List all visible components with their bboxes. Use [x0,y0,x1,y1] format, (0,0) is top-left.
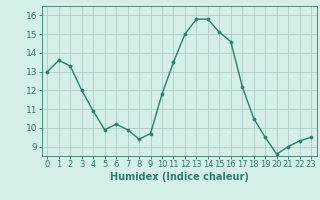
X-axis label: Humidex (Indice chaleur): Humidex (Indice chaleur) [110,172,249,182]
